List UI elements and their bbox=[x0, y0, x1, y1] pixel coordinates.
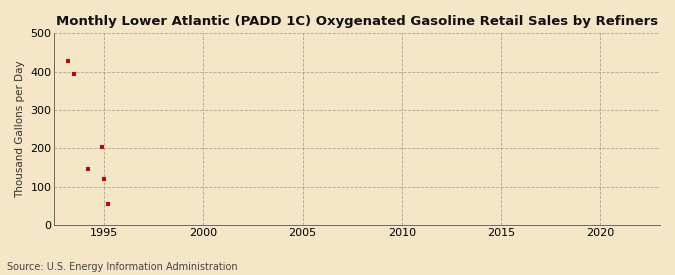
Point bbox=[103, 202, 113, 206]
Point bbox=[97, 144, 107, 149]
Point bbox=[99, 177, 109, 182]
Point bbox=[63, 59, 74, 63]
Text: Source: U.S. Energy Information Administration: Source: U.S. Energy Information Administ… bbox=[7, 262, 238, 272]
Y-axis label: Thousand Gallons per Day: Thousand Gallons per Day bbox=[15, 60, 25, 198]
Point bbox=[69, 72, 80, 77]
Title: Monthly Lower Atlantic (PADD 1C) Oxygenated Gasoline Retail Sales by Refiners: Monthly Lower Atlantic (PADD 1C) Oxygena… bbox=[56, 15, 658, 28]
Point bbox=[83, 167, 94, 171]
